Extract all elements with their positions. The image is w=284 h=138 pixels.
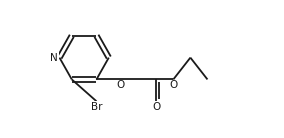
Text: O: O <box>116 80 124 90</box>
Text: Br: Br <box>91 102 102 112</box>
Text: O: O <box>169 80 178 90</box>
Text: O: O <box>152 102 160 112</box>
Text: N: N <box>50 53 58 63</box>
